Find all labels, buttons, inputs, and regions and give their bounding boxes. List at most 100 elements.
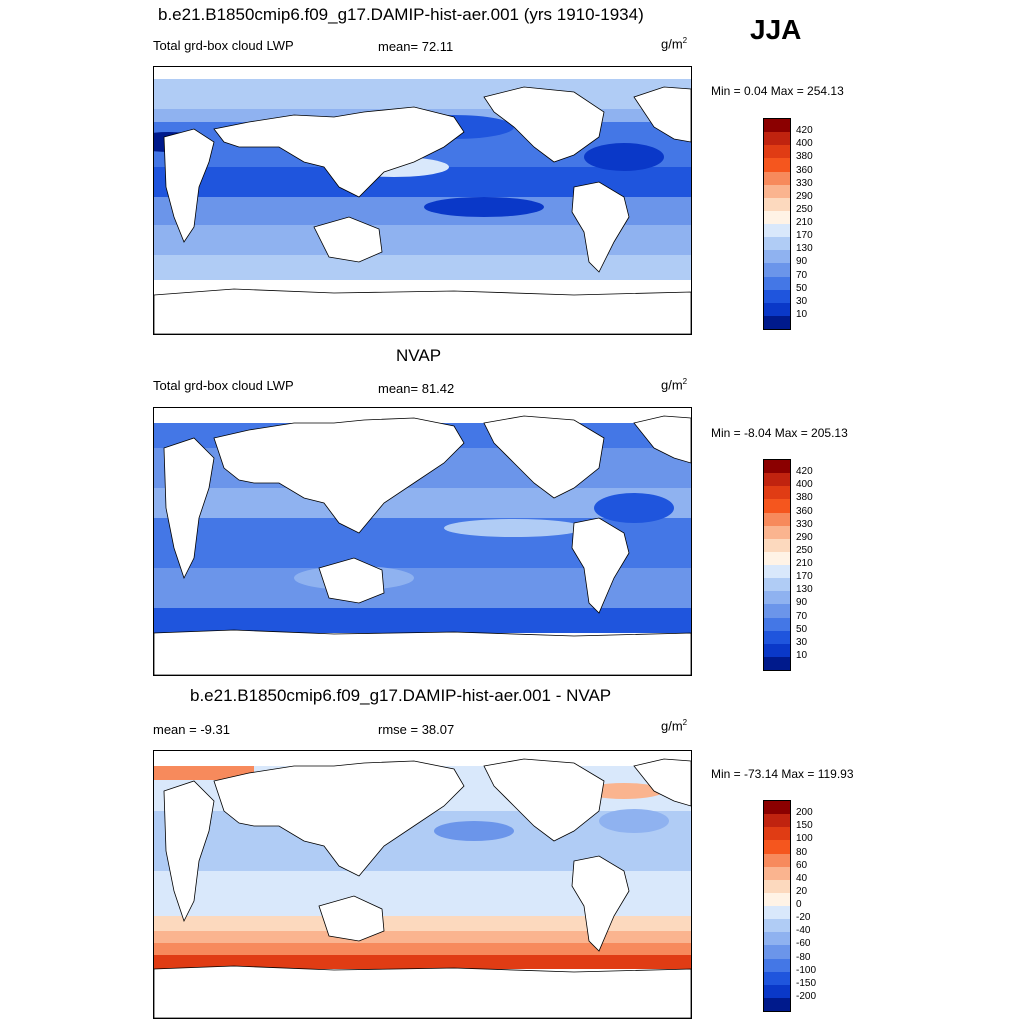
colorbar-tick-label: 380 <box>796 151 813 163</box>
colorbar-tick-label: 30 <box>796 295 808 307</box>
panel2-colorbar <box>763 459 791 671</box>
colorbar-swatch <box>764 801 790 815</box>
panel3-units: g/m2 <box>661 718 688 734</box>
colorbar-swatch <box>764 997 790 1011</box>
colorbar-tick-label: -60 <box>796 938 811 950</box>
colorbar-swatch <box>764 237 790 251</box>
colorbar-swatch <box>764 945 790 959</box>
colorbar-swatch <box>764 591 790 605</box>
colorbar-tick-label: 70 <box>796 610 808 622</box>
colorbar-swatch <box>764 210 790 224</box>
colorbar-tick-label: 170 <box>796 230 813 242</box>
colorbar-tick-label: 210 <box>796 217 813 228</box>
season-label: JJA <box>750 14 802 45</box>
colorbar-swatch <box>764 578 790 592</box>
colorbar-swatch <box>764 630 790 644</box>
colorbar-tick-label: 360 <box>796 505 813 517</box>
colorbar-swatch <box>764 643 790 657</box>
panel1-units: g/m2 <box>661 36 688 52</box>
panel2-mean-label: mean= 81.42 <box>378 381 455 396</box>
colorbar-tick-label: 50 <box>796 282 808 294</box>
colorbar-tick-label: -150 <box>796 977 817 989</box>
colorbar-swatch <box>764 499 790 513</box>
colorbar-swatch <box>764 525 790 539</box>
colorbar-tick-label: 400 <box>796 138 813 150</box>
colorbar-tick-label: 20 <box>796 885 808 897</box>
panel3-title: b.e21.B1850cmip6.f09_g17.DAMIP-hist-aer.… <box>190 686 612 705</box>
panel2-colorbar-swatches <box>764 460 790 670</box>
colorbar-tick-label: 200 <box>796 807 813 819</box>
colorbar-swatch <box>764 840 790 854</box>
colorbar-tick-label: -200 <box>796 990 817 1002</box>
colorbar-tick-label: 170 <box>796 571 813 583</box>
panel1-colorbar-swatches <box>764 119 790 329</box>
colorbar-swatch <box>764 551 790 565</box>
colorbar-swatch <box>764 617 790 631</box>
colorbar-swatch <box>764 971 790 985</box>
colorbar-swatch <box>764 984 790 998</box>
colorbar-tick-label: 70 <box>796 269 808 281</box>
colorbar-tick-label: -80 <box>796 951 811 963</box>
colorbar-swatch <box>764 512 790 526</box>
colorbar-swatch <box>764 119 790 133</box>
colorbar-swatch <box>764 932 790 946</box>
colorbar-tick-label: 420 <box>796 466 813 478</box>
panel2-map <box>153 407 692 676</box>
panel2-title: NVAP <box>396 346 442 365</box>
colorbar-swatch <box>764 827 790 841</box>
colorbar-swatch <box>764 145 790 159</box>
panel1-variable-label: Total grd-box cloud LWP <box>153 38 294 53</box>
colorbar-tick-label: 400 <box>796 479 813 491</box>
colorbar-tick-label: 330 <box>796 518 813 530</box>
colorbar-tick-label: 10 <box>796 649 808 661</box>
colorbar-tick-label: 130 <box>796 584 813 596</box>
panel3-map <box>153 750 692 1019</box>
colorbar-swatch <box>764 604 790 618</box>
colorbar-tick-label: 90 <box>796 597 808 609</box>
colorbar-swatch <box>764 906 790 920</box>
colorbar-tick-label: 90 <box>796 256 808 268</box>
colorbar-tick-label: 100 <box>796 833 813 845</box>
colorbar-swatch <box>764 315 790 329</box>
colorbar-tick-label: 130 <box>796 243 813 255</box>
colorbar-swatch <box>764 486 790 500</box>
panel1-title: b.e21.B1850cmip6.f09_g17.DAMIP-hist-aer.… <box>158 5 644 24</box>
colorbar-swatch <box>764 958 790 972</box>
colorbar-tick-label: 80 <box>796 846 808 858</box>
colorbar-tick-label: 150 <box>796 820 813 832</box>
panel3-mean-label: mean = -9.31 <box>153 722 230 737</box>
colorbar-tick-label: -40 <box>796 925 811 937</box>
colorbar-swatch <box>764 184 790 198</box>
panel3-rmse-label: rmse = 38.07 <box>378 722 455 737</box>
colorbar-tick-label: 10 <box>796 308 808 320</box>
colorbar-swatch <box>764 814 790 828</box>
colorbar-swatch <box>764 289 790 303</box>
colorbar-swatch <box>764 473 790 487</box>
colorbar-tick-label: 0 <box>796 899 802 910</box>
colorbar-swatch <box>764 460 790 474</box>
colorbar-tick-label: 50 <box>796 623 808 635</box>
colorbar-swatch <box>764 565 790 579</box>
colorbar-tick-label: 360 <box>796 164 813 176</box>
colorbar-swatch <box>764 919 790 933</box>
colorbar-swatch <box>764 158 790 172</box>
panel3-minmax: Min = -73.14 Max = 119.93 <box>711 767 854 781</box>
colorbar-tick-label: 290 <box>796 531 813 543</box>
colorbar-tick-label: -100 <box>796 964 817 976</box>
colorbar-tick-label: 290 <box>796 190 813 202</box>
colorbar-tick-label: 250 <box>796 544 813 556</box>
colorbar-swatch <box>764 250 790 264</box>
panel3-colorbar-swatches <box>764 801 790 1011</box>
colorbar-tick-label: 40 <box>796 872 808 884</box>
colorbar-swatch <box>764 132 790 146</box>
colorbar-swatch <box>764 276 790 290</box>
colorbar-swatch <box>764 892 790 906</box>
colorbar-swatch <box>764 656 790 670</box>
colorbar-swatch <box>764 866 790 880</box>
colorbar-swatch <box>764 224 790 238</box>
colorbar-swatch <box>764 171 790 185</box>
colorbar-tick-label: 30 <box>796 636 808 648</box>
colorbar-tick-label: 60 <box>796 859 808 871</box>
colorbar-tick-label: 380 <box>796 492 813 504</box>
panel1-minmax: Min = 0.04 Max = 254.13 <box>711 84 844 98</box>
